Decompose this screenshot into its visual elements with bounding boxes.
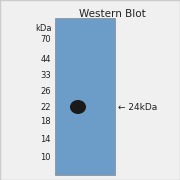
Ellipse shape (70, 100, 86, 114)
Text: 33: 33 (40, 71, 51, 80)
Bar (55, 18, 115, 175)
Text: ← 24kDa: ← 24kDa (118, 102, 157, 111)
Text: 14: 14 (40, 136, 51, 145)
Text: 26: 26 (40, 87, 51, 96)
Text: 10: 10 (40, 154, 51, 163)
Text: kDa: kDa (35, 24, 52, 33)
Text: Western Blot: Western Blot (79, 9, 145, 19)
Text: 18: 18 (40, 116, 51, 125)
Text: 22: 22 (40, 102, 51, 111)
Text: 44: 44 (40, 55, 51, 64)
Text: 70: 70 (40, 35, 51, 44)
